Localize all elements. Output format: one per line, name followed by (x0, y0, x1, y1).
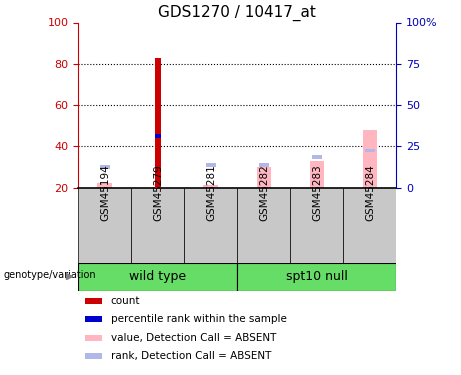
Text: wild type: wild type (130, 270, 186, 283)
Text: GSM45282: GSM45282 (259, 165, 269, 221)
Bar (362, 130, 378, 188)
Bar (85, 298, 102, 304)
Bar (85, 335, 102, 341)
Bar (97, 183, 112, 188)
Bar (343, 22, 396, 188)
Bar (155, 134, 161, 138)
Bar (85, 354, 102, 359)
Bar (256, 167, 272, 188)
Bar (131, 188, 184, 262)
Bar (312, 155, 322, 159)
Text: GSM45194: GSM45194 (100, 165, 110, 221)
Bar (343, 188, 396, 262)
Bar (237, 22, 290, 188)
Bar (131, 22, 184, 188)
Text: GSM45279: GSM45279 (153, 165, 163, 221)
Text: count: count (111, 296, 140, 306)
Bar (184, 188, 237, 262)
Bar (259, 163, 269, 167)
Bar (155, 58, 161, 188)
Title: GDS1270 / 10417_at: GDS1270 / 10417_at (159, 5, 316, 21)
Bar (78, 22, 131, 188)
Bar (78, 188, 131, 262)
Text: rank, Detection Call = ABSENT: rank, Detection Call = ABSENT (111, 351, 271, 361)
Bar (100, 165, 110, 169)
Bar (184, 22, 237, 188)
Bar (206, 163, 216, 167)
Text: GSM45283: GSM45283 (312, 165, 322, 221)
Text: genotype/variation: genotype/variation (4, 270, 96, 280)
Text: GSM45284: GSM45284 (365, 165, 375, 221)
Bar (309, 160, 325, 188)
Bar (78, 262, 237, 291)
Text: percentile rank within the sample: percentile rank within the sample (111, 314, 286, 324)
Bar (237, 188, 290, 262)
Bar (203, 186, 219, 188)
Bar (365, 149, 375, 152)
Bar (237, 262, 396, 291)
Text: GSM45281: GSM45281 (206, 165, 216, 221)
Text: spt10 null: spt10 null (286, 270, 348, 283)
Bar (290, 22, 343, 188)
Bar (85, 316, 102, 322)
Text: value, Detection Call = ABSENT: value, Detection Call = ABSENT (111, 333, 276, 343)
Bar (290, 188, 343, 262)
